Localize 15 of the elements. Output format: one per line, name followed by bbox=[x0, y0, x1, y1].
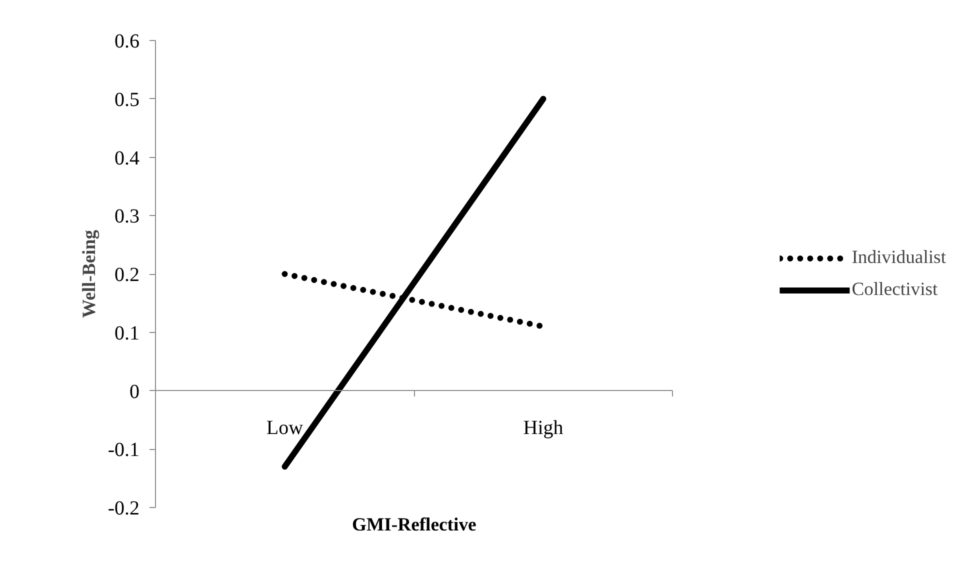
legend-label: Individualist bbox=[852, 246, 946, 268]
legend-label: Collectivist bbox=[852, 278, 938, 300]
y-tick-label: 0.3 bbox=[114, 206, 140, 228]
y-tick-label: 0 bbox=[130, 380, 140, 403]
y-tick-label: 0.2 bbox=[114, 264, 140, 286]
x-tick-label: High bbox=[523, 416, 564, 439]
y-tick-label: 0.1 bbox=[114, 322, 140, 344]
x-axis-title: GMI-Reflective bbox=[352, 514, 476, 536]
x-tick-label: Low bbox=[266, 416, 304, 439]
y-tick-label: 0.5 bbox=[114, 88, 140, 111]
y-axis-title: Well-Being bbox=[78, 229, 100, 318]
y-tick-label: 0.6 bbox=[114, 30, 140, 52]
y-tick-label: -0.1 bbox=[108, 439, 140, 462]
y-tick-label: 0.4 bbox=[114, 147, 140, 170]
y-tick-label: -0.2 bbox=[108, 498, 140, 520]
